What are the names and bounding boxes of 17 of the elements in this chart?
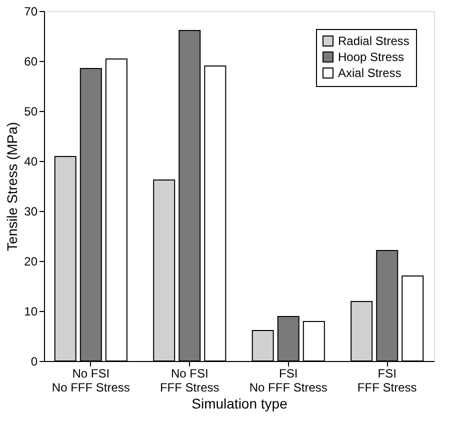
x-tick-label: No FSI FFF Stress	[160, 366, 220, 394]
y-tick-label: 30	[24, 204, 38, 218]
y-axis-title: Tensile Stress (MPa)	[4, 122, 20, 252]
y-tick-label: 40	[24, 154, 38, 168]
legend-label: Radial Stress	[338, 34, 410, 48]
x-tick-label: FSI FFF Stress	[357, 366, 417, 394]
x-tick-label: FSI No FFF Stress	[249, 366, 328, 394]
y-tick-label: 0	[30, 354, 38, 368]
y-tick-label: 10	[24, 304, 38, 318]
x-axis-title: Simulation type	[192, 396, 288, 412]
legend-label: Axial Stress	[338, 66, 402, 80]
y-tick-label: 50	[24, 104, 38, 118]
y-tick-label: 60	[24, 54, 38, 68]
y-tick-label: 70	[24, 4, 38, 18]
x-tick-label: No FSI No FFF Stress	[52, 366, 130, 394]
y-tick-label: 20	[24, 254, 38, 268]
legend-label: Hoop Stress	[338, 50, 404, 64]
